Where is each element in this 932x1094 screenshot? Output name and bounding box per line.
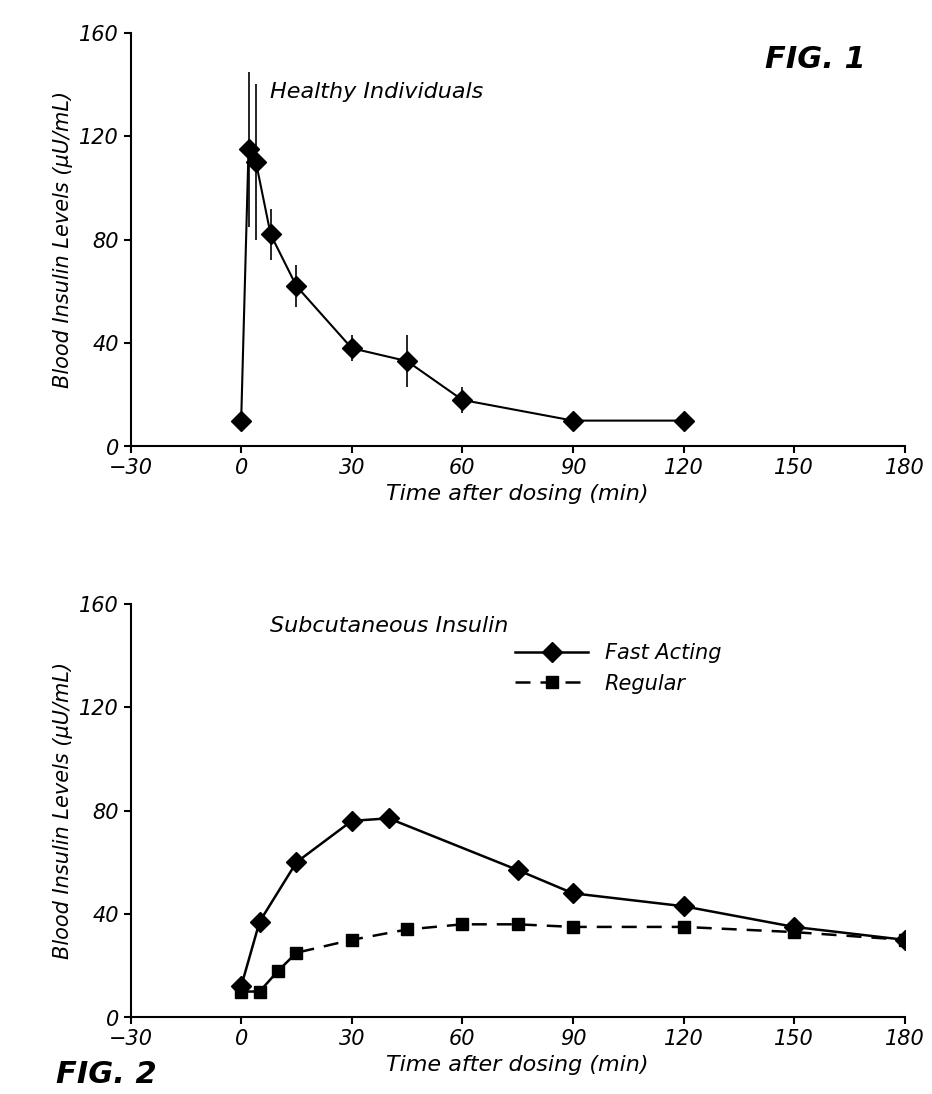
Regular [457,918,468,931]
Regular [346,933,357,946]
Regular [272,964,283,977]
Text: Healthy Individuals: Healthy Individuals [269,82,483,103]
X-axis label: Time after dosing (min): Time after dosing (min) [386,484,649,504]
Fast Acting [383,812,394,825]
X-axis label: Time after dosing (min): Time after dosing (min) [386,1055,649,1074]
Text: FIG. 2: FIG. 2 [56,1059,157,1089]
Text: Subcutaneous Insulin: Subcutaneous Insulin [269,616,508,636]
Regular [567,920,578,933]
Y-axis label: Blood Insulin Levels (μU/mL): Blood Insulin Levels (μU/mL) [53,662,74,959]
Fast Acting [567,887,578,900]
Fast Acting [291,856,302,869]
Line: Regular: Regular [235,918,911,998]
Regular [291,946,302,959]
Legend: Fast Acting, Regular: Fast Acting, Regular [506,635,729,702]
Fast Acting [898,933,910,946]
Regular [401,923,412,936]
Fast Acting [236,980,247,993]
Regular [236,985,247,998]
Regular [898,933,910,946]
Y-axis label: Blood Insulin Levels (μU/mL): Blood Insulin Levels (μU/mL) [53,91,74,388]
Regular [788,926,799,939]
Regular [254,985,265,998]
Fast Acting [512,863,523,876]
Text: FIG. 1: FIG. 1 [765,45,866,74]
Fast Acting [346,814,357,827]
Regular [512,918,523,931]
Regular [678,920,689,933]
Fast Acting [678,899,689,912]
Fast Acting [254,916,265,929]
Fast Acting [788,920,799,933]
Line: Fast Acting: Fast Acting [234,812,911,993]
